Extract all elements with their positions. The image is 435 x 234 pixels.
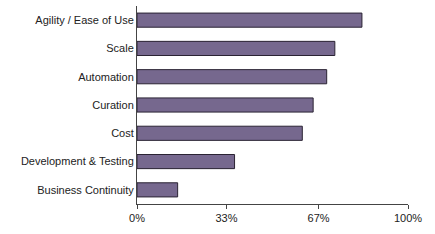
svg-text:Business Continuity: Business Continuity <box>37 184 134 196</box>
svg-text:Automation: Automation <box>78 71 134 83</box>
svg-text:Scale: Scale <box>106 42 134 54</box>
svg-text:Cost: Cost <box>111 127 134 139</box>
svg-text:67%: 67% <box>308 212 330 224</box>
svg-text:0%: 0% <box>129 212 145 224</box>
svg-text:Development & Testing: Development & Testing <box>21 155 134 167</box>
svg-text:100%: 100% <box>394 212 422 224</box>
svg-text:33%: 33% <box>215 212 237 224</box>
svg-text:Curation: Curation <box>92 99 134 111</box>
svg-text:Agility / Ease of Use: Agility / Ease of Use <box>35 14 133 26</box>
